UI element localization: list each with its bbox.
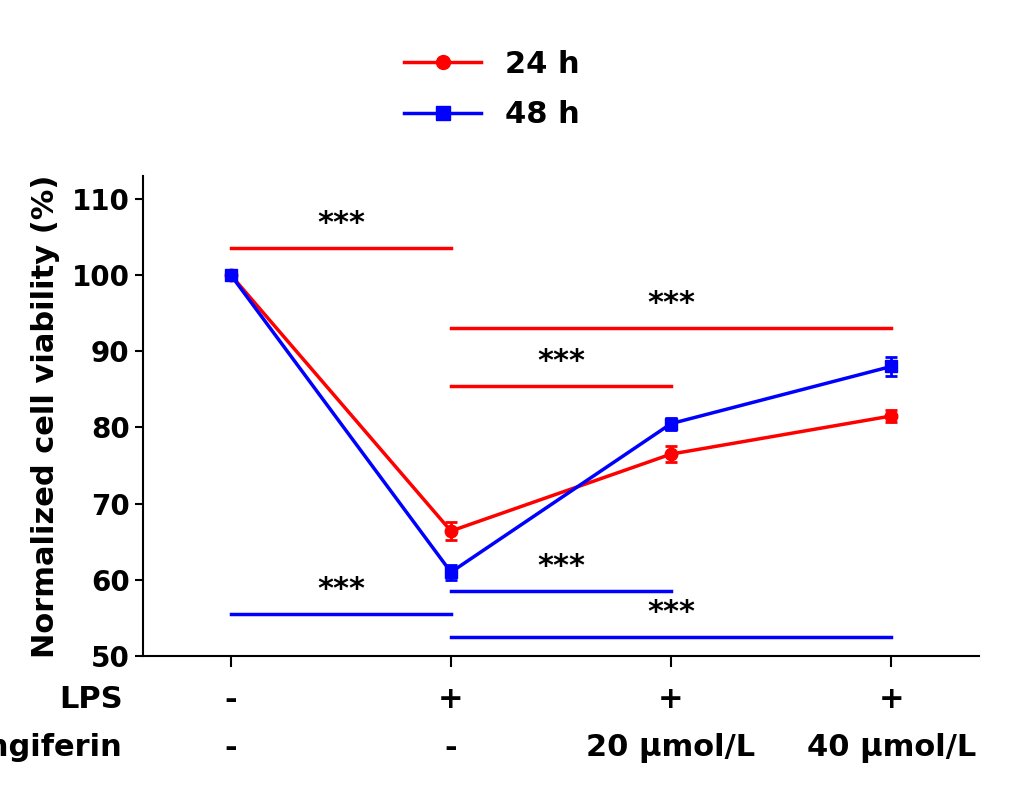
Text: Mangiferin: Mangiferin bbox=[0, 734, 122, 762]
Text: ***: *** bbox=[646, 598, 694, 627]
Text: ***: *** bbox=[536, 552, 585, 582]
Text: ***: *** bbox=[317, 210, 365, 238]
Legend: 24 h, 48 h: 24 h, 48 h bbox=[392, 38, 592, 142]
Text: -: - bbox=[224, 734, 237, 762]
Text: ***: *** bbox=[646, 290, 694, 318]
Text: LPS: LPS bbox=[59, 686, 122, 714]
Text: +: + bbox=[438, 686, 464, 714]
Text: -: - bbox=[224, 686, 237, 714]
Text: +: + bbox=[657, 686, 683, 714]
Text: -: - bbox=[444, 734, 457, 762]
Text: ***: *** bbox=[536, 346, 585, 376]
Text: +: + bbox=[877, 686, 903, 714]
Text: 20 μmol/L: 20 μmol/L bbox=[586, 733, 755, 763]
Text: 40 μmol/L: 40 μmol/L bbox=[806, 733, 975, 763]
Y-axis label: Normalized cell viability (%): Normalized cell viability (%) bbox=[32, 174, 60, 658]
Text: ***: *** bbox=[317, 575, 365, 604]
